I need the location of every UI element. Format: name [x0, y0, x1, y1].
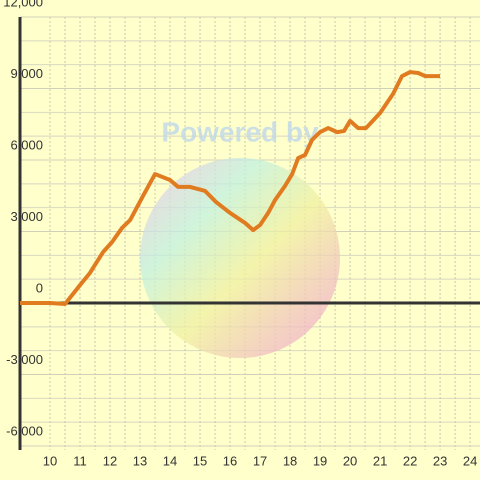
- x-tick-label: 13: [133, 453, 147, 468]
- y-tick-label: 9,000: [10, 66, 43, 81]
- y-tick-label: -6,000: [6, 423, 43, 438]
- data-line: [20, 70, 441, 306]
- x-tick-label: 19: [313, 453, 327, 468]
- x-tick-label: 10: [43, 453, 57, 468]
- x-tick-label: 17: [253, 453, 267, 468]
- x-tick-label: 12: [103, 453, 117, 468]
- y-tick-label: 3,000: [10, 209, 43, 224]
- y-tick-label: 12,000: [3, 0, 43, 9]
- x-tick-label: 15: [193, 453, 207, 468]
- x-tick-label: 24: [463, 453, 477, 468]
- x-tick-label: 14: [163, 453, 177, 468]
- x-tick-label: 21: [373, 453, 387, 468]
- x-tick-label: 16: [223, 453, 237, 468]
- y-tick-label: 6,000: [10, 137, 43, 152]
- x-tick-label: 18: [283, 453, 297, 468]
- x-tick-label: 22: [403, 453, 417, 468]
- watermark-logo: [140, 158, 340, 358]
- x-tick-label: 20: [343, 453, 357, 468]
- y-tick-label: -3,000: [6, 352, 43, 367]
- watermark-text: Powered by: [161, 116, 319, 147]
- x-tick-label: 11: [73, 453, 87, 468]
- y-tick-label: 0: [36, 280, 43, 295]
- plot: 10 11 12 13 14 15 16 17 18 19 20 21 22 23 24 -6,000 -3,0…: [3, 0, 480, 468]
- x-tick-label: 23: [433, 453, 447, 468]
